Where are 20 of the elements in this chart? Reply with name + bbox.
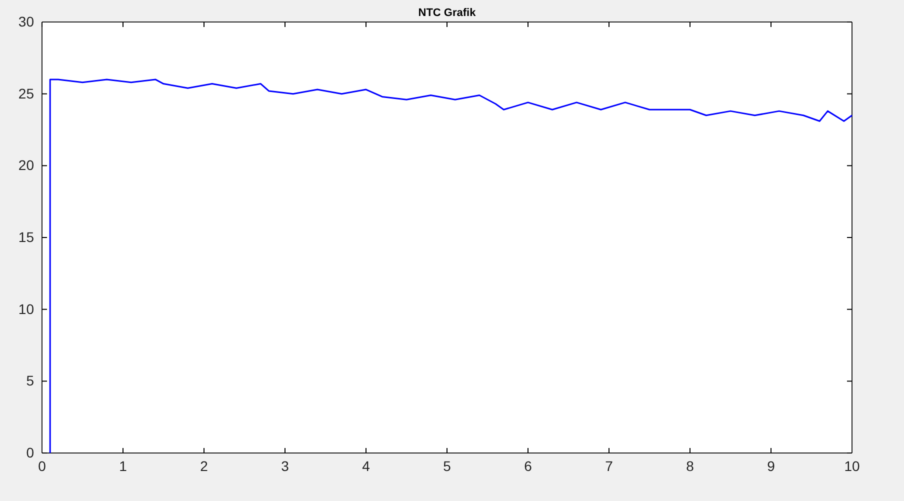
x-tick-label: 8 (686, 458, 694, 474)
x-tick-label: 6 (524, 458, 532, 474)
y-tick-label: 25 (18, 85, 34, 102)
line-series (49, 78, 853, 454)
x-tick-label: 3 (281, 458, 290, 474)
y-tick-label: 20 (18, 157, 34, 174)
x-tick-label: 0 (38, 458, 46, 474)
x-tick-label: 1 (119, 458, 128, 474)
x-tick-label: 2 (200, 458, 208, 474)
y-tick-label: 10 (18, 300, 34, 317)
x-tick-label: 5 (443, 458, 452, 474)
x-tick-label: 4 (362, 458, 370, 474)
x-tick-label: 10 (844, 458, 860, 474)
x-tick-label: 7 (605, 458, 614, 474)
y-tick-label: 15 (18, 228, 34, 245)
chart-title: NTC Grafik (418, 7, 477, 19)
x-tick-label: 9 (767, 458, 776, 474)
y-tick-label: 5 (26, 372, 34, 389)
y-tick-label: 0 (26, 444, 34, 460)
y-tick-label: 30 (18, 13, 34, 30)
